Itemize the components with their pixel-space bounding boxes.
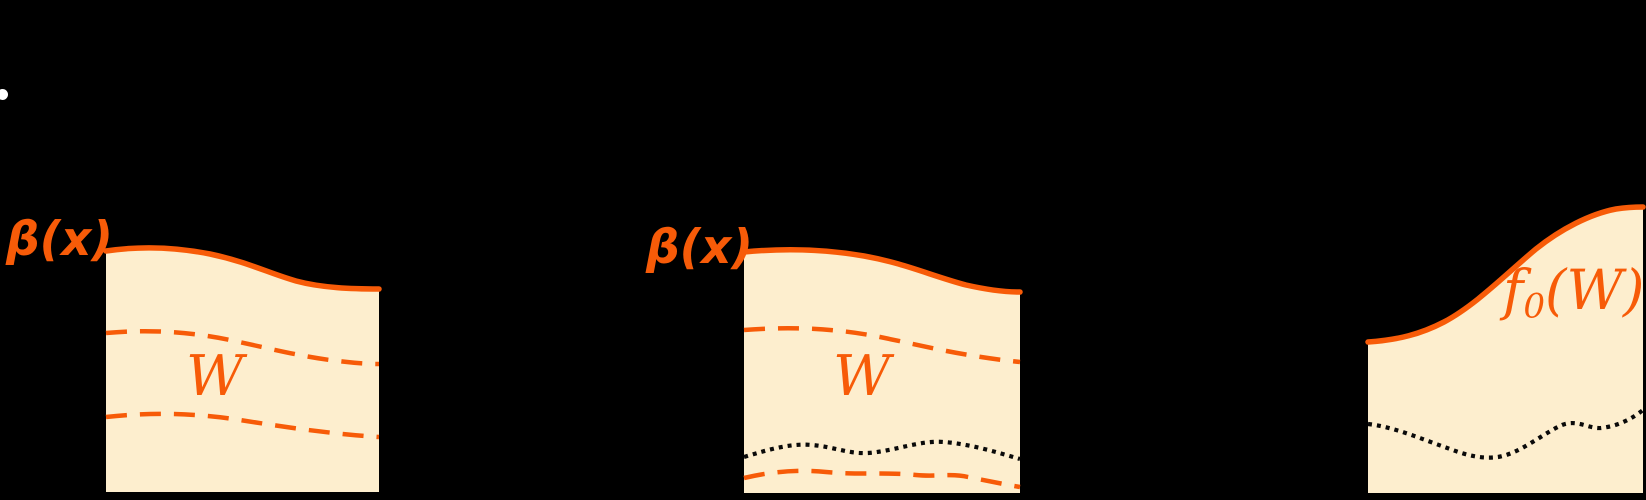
w-region-label-middle: W (833, 344, 891, 409)
f0-w-label-base: f (1503, 258, 1524, 322)
panel-middle (741, 246, 1023, 493)
panel-left-dashed-lower (105, 411, 380, 440)
panel-middle-fill (744, 249, 1020, 493)
panel-middle-dashed-upper (743, 326, 1021, 365)
panel-right-fill (1368, 207, 1643, 493)
w-region-label-left: W (186, 344, 244, 409)
panel-right-top-curve (1365, 204, 1646, 345)
panel-left-dashed-upper (105, 329, 380, 367)
beta-x-label-left: β(x) (6, 212, 113, 267)
panel-middle-top-curve (741, 246, 1023, 295)
panel-middle-dashed-lower (743, 468, 1021, 490)
bullet-dot (0, 89, 8, 100)
beta-x-label-middle: β(x) (646, 220, 753, 275)
panel-middle-dotted-curve (743, 439, 1021, 462)
f0-w-label-args: (W) (1545, 258, 1645, 322)
panel-right (1365, 204, 1646, 493)
f0-w-label-right: f0(W) (1503, 263, 1645, 324)
panel-left (103, 245, 382, 492)
f0-w-label-sub: 0 (1523, 286, 1546, 327)
panel-right-dotted-curve (1367, 408, 1645, 460)
panel-left-top-curve (103, 245, 382, 292)
